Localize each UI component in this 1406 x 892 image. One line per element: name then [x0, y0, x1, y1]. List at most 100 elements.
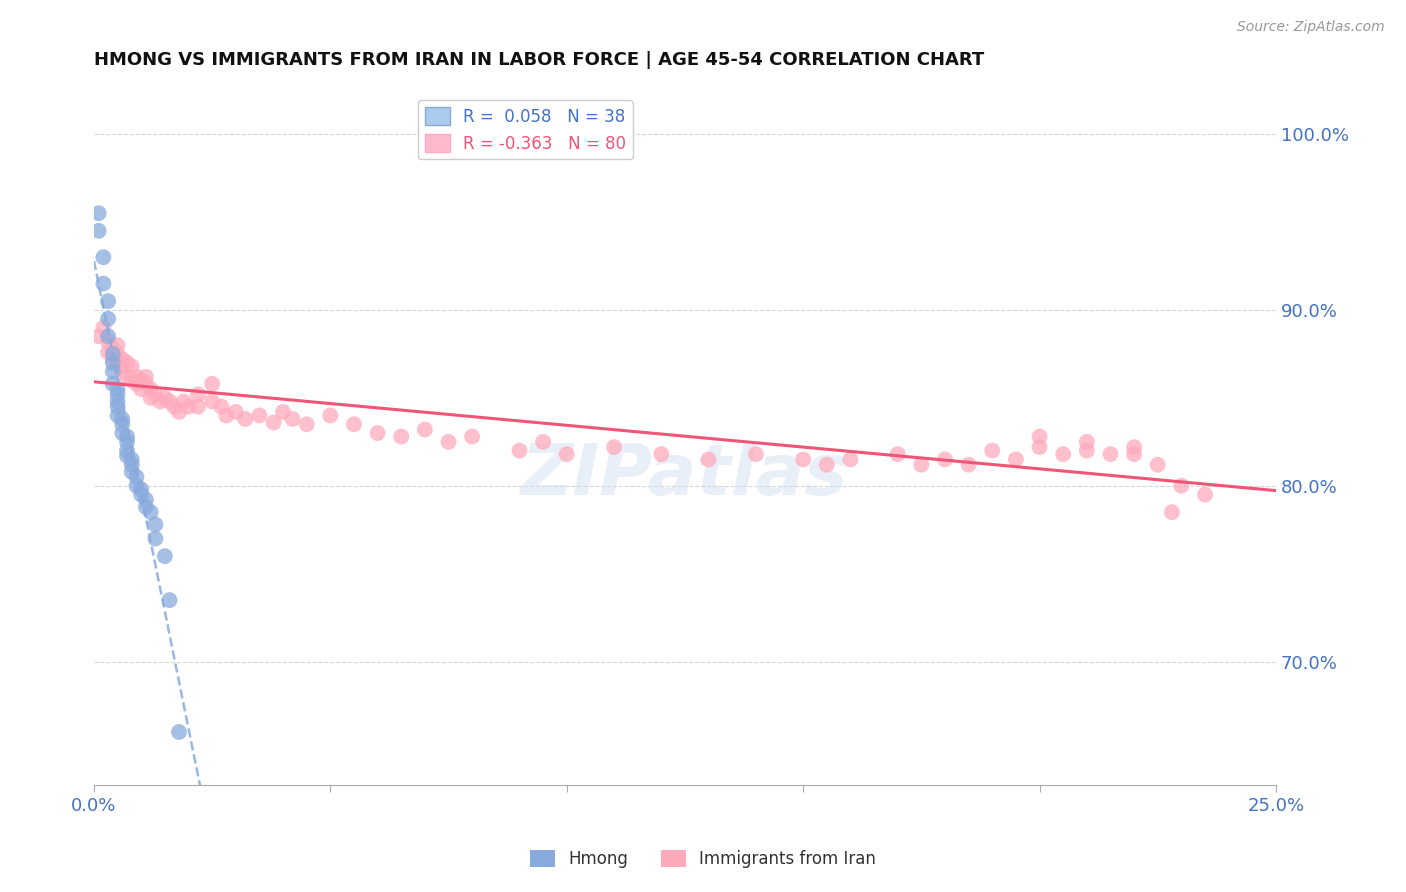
Point — [319, 409, 342, 423]
Point — [187, 400, 209, 414]
Point — [97, 311, 120, 326]
Point — [149, 394, 172, 409]
Point — [233, 412, 256, 426]
Point — [107, 347, 129, 361]
Point — [87, 329, 110, 343]
Point — [111, 364, 134, 378]
Point — [145, 387, 167, 401]
Point — [115, 434, 138, 449]
Point — [153, 391, 176, 405]
Point — [87, 224, 110, 238]
Point — [101, 364, 124, 378]
Point — [93, 277, 115, 291]
Point — [295, 417, 318, 432]
Point — [886, 447, 908, 461]
Point — [815, 458, 838, 472]
Point — [531, 434, 554, 449]
Point — [107, 382, 129, 396]
Point — [159, 593, 181, 607]
Point — [107, 356, 129, 370]
Point — [167, 405, 190, 419]
Point — [87, 206, 110, 220]
Point — [225, 405, 247, 419]
Point — [135, 369, 157, 384]
Point — [93, 250, 115, 264]
Point — [201, 376, 224, 391]
Point — [343, 417, 366, 432]
Point — [461, 429, 484, 443]
Point — [121, 465, 143, 479]
Point — [201, 394, 224, 409]
Point — [697, 452, 720, 467]
Point — [135, 376, 157, 391]
Point — [125, 470, 148, 484]
Text: HMONG VS IMMIGRANTS FROM IRAN IN LABOR FORCE | AGE 45-54 CORRELATION CHART: HMONG VS IMMIGRANTS FROM IRAN IN LABOR F… — [94, 51, 984, 69]
Point — [1170, 479, 1192, 493]
Point — [413, 423, 436, 437]
Point — [107, 394, 129, 409]
Point — [97, 294, 120, 309]
Point — [97, 334, 120, 349]
Point — [1123, 440, 1146, 454]
Point — [129, 483, 152, 497]
Point — [603, 440, 626, 454]
Point — [650, 447, 672, 461]
Point — [107, 409, 129, 423]
Point — [129, 373, 152, 387]
Point — [187, 387, 209, 401]
Point — [115, 429, 138, 443]
Point — [981, 443, 1004, 458]
Point — [271, 405, 294, 419]
Point — [281, 412, 304, 426]
Point — [167, 725, 190, 739]
Point — [125, 376, 148, 391]
Text: ZIPatlas: ZIPatlas — [522, 441, 849, 509]
Point — [97, 345, 120, 359]
Point — [1052, 447, 1074, 461]
Point — [153, 549, 176, 563]
Point — [107, 387, 129, 401]
Point — [111, 417, 134, 432]
Point — [1146, 458, 1168, 472]
Legend: R =  0.058   N = 38, R = -0.363   N = 80: R = 0.058 N = 38, R = -0.363 N = 80 — [418, 100, 633, 160]
Point — [1099, 447, 1122, 461]
Point — [125, 479, 148, 493]
Point — [1161, 505, 1184, 519]
Point — [159, 394, 181, 409]
Point — [1028, 429, 1050, 443]
Point — [839, 452, 862, 467]
Point — [1076, 434, 1098, 449]
Point — [792, 452, 814, 467]
Point — [263, 416, 285, 430]
Point — [93, 320, 115, 334]
Point — [211, 400, 233, 414]
Point — [97, 329, 120, 343]
Point — [437, 434, 460, 449]
Point — [125, 369, 148, 384]
Point — [107, 338, 129, 352]
Point — [555, 447, 578, 461]
Point — [101, 352, 124, 367]
Point — [957, 458, 980, 472]
Point — [1028, 440, 1050, 454]
Point — [1076, 443, 1098, 458]
Point — [101, 342, 124, 356]
Point — [145, 517, 167, 532]
Point — [121, 359, 143, 374]
Point — [107, 400, 129, 414]
Point — [115, 443, 138, 458]
Legend: Hmong, Immigrants from Iran: Hmong, Immigrants from Iran — [523, 843, 883, 875]
Point — [249, 409, 271, 423]
Point — [173, 394, 195, 409]
Point — [115, 449, 138, 463]
Point — [135, 500, 157, 514]
Point — [215, 409, 238, 423]
Point — [115, 356, 138, 370]
Point — [177, 400, 200, 414]
Point — [163, 400, 186, 414]
Point — [508, 443, 530, 458]
Point — [111, 352, 134, 367]
Point — [367, 425, 389, 440]
Point — [745, 447, 768, 461]
Point — [121, 373, 143, 387]
